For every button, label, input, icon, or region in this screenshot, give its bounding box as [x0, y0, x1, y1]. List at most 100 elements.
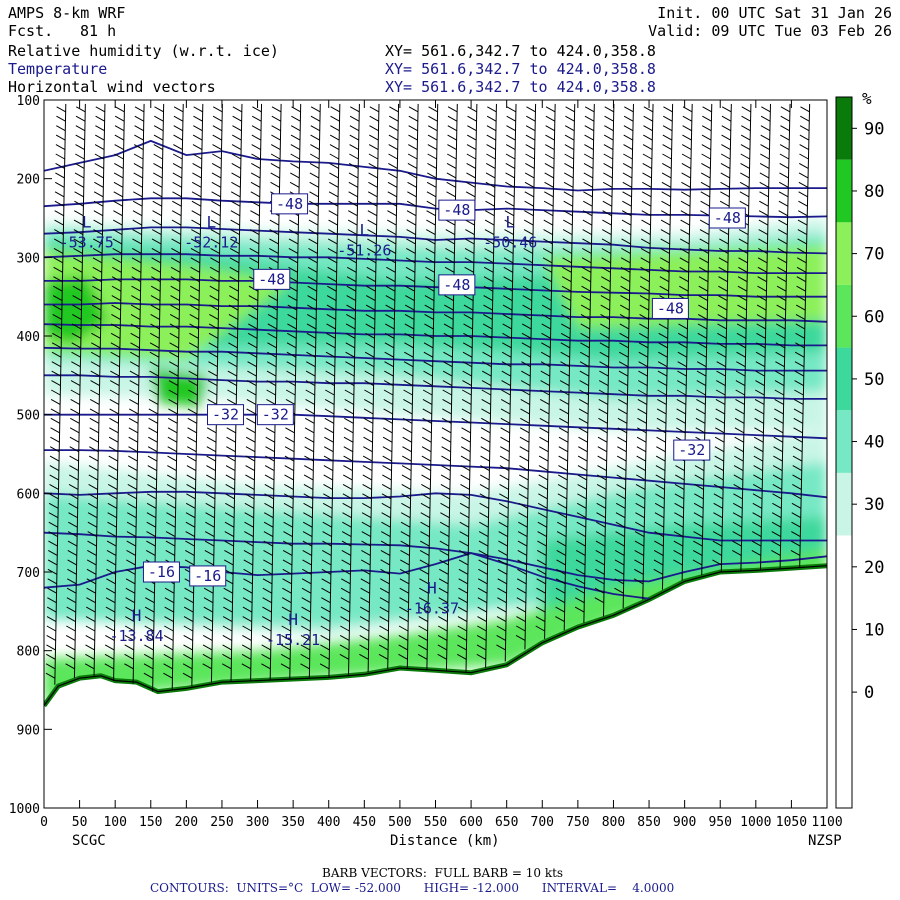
barb-tick: [634, 568, 644, 575]
barb-tick: [696, 380, 707, 386]
barb-tick: [163, 672, 173, 679]
barb-tick: [483, 304, 493, 311]
barb-tick: [539, 417, 550, 424]
barb-tick: [383, 399, 394, 405]
barb-tick: [54, 229, 64, 235]
barb-tick: [738, 266, 748, 273]
barb-tick: [639, 323, 649, 330]
forecast-label: Fcst.: [8, 22, 54, 40]
barb-tick: [281, 606, 292, 613]
contour-label-box: [708, 207, 746, 229]
barb-tick: [302, 531, 313, 538]
barb-tick: [676, 417, 686, 424]
barb-tick: [269, 247, 279, 254]
barb-tick: [417, 653, 428, 660]
barb-tick: [169, 351, 179, 358]
barb-tick: [635, 502, 645, 509]
barb-tick: [93, 210, 104, 217]
barb-tick: [230, 229, 240, 235]
barb-tick: [676, 399, 687, 405]
barb-tick: [380, 540, 391, 547]
barb-tick: [169, 342, 179, 349]
barb-tick: [87, 531, 97, 538]
barb-tick: [271, 106, 282, 113]
barb-tick: [106, 568, 116, 575]
barb-tick: [152, 181, 163, 188]
barb-tick: [713, 502, 723, 509]
barb-tick: [383, 408, 393, 415]
barb-tick: [241, 653, 252, 660]
barb-tick: [208, 323, 219, 330]
barb-tick: [228, 295, 239, 302]
barb-tick: [90, 370, 100, 377]
barb-tick: [523, 238, 534, 245]
barb-tick: [154, 115, 164, 122]
barb-tick: [427, 144, 438, 150]
barb-tick: [283, 531, 293, 538]
barb-tick: [48, 531, 58, 538]
barb-tick: [521, 323, 532, 330]
barb-tick: [505, 163, 516, 169]
barb-tick: [69, 455, 79, 462]
barb-tick: [385, 314, 395, 320]
barb-tick: [740, 153, 750, 160]
barb-tick: [328, 219, 338, 226]
barb-tick: [732, 512, 743, 519]
barb-tick: [246, 408, 256, 415]
barb-tick: [52, 314, 62, 320]
contour-label-box: [438, 274, 476, 296]
extremum-value: -15.21: [266, 631, 320, 649]
barb-tick: [604, 115, 614, 122]
barb-tick: [348, 210, 358, 217]
barb-tick: [427, 163, 437, 169]
barb-tick: [224, 540, 234, 547]
barb-tick: [466, 172, 476, 179]
barb-tick: [701, 163, 711, 169]
barb-tick: [424, 285, 435, 292]
extremum-value: -51.26: [337, 242, 391, 260]
barb-tick: [614, 550, 625, 556]
barb-tick: [112, 257, 122, 264]
barb-tick: [266, 399, 276, 405]
x-tick-label: 50: [72, 815, 88, 830]
barb-tick: [443, 323, 454, 330]
barb-tick: [660, 219, 671, 226]
barb-tick: [677, 361, 687, 368]
terrain-edge: [44, 565, 827, 707]
barb-tick: [152, 219, 162, 226]
barb-tick: [167, 436, 178, 443]
barb-tick: [580, 304, 591, 311]
barb-tick: [563, 181, 574, 188]
barb-tick: [599, 351, 609, 358]
barb-tick: [461, 399, 472, 405]
barb-tick: [207, 389, 218, 396]
barb-tick: [716, 380, 726, 386]
barb-tick: [70, 380, 81, 386]
barb-tick: [603, 172, 613, 179]
barb-tick: [753, 446, 764, 453]
barb-tick: [600, 295, 611, 302]
barb-tick: [165, 550, 175, 556]
barb-tick: [251, 153, 261, 160]
barb-tick: [697, 314, 708, 320]
barb-tick: [47, 578, 57, 585]
barb-tick: [93, 229, 103, 235]
barb-staff: [387, 103, 400, 669]
barb-tick: [271, 144, 281, 150]
barb-tick: [537, 531, 547, 538]
barb-tick: [55, 144, 66, 150]
barb-tick: [325, 361, 336, 368]
barb-tick: [620, 285, 630, 292]
barb-tick: [559, 389, 570, 396]
barb-tick: [795, 342, 805, 349]
barb-tick: [172, 163, 183, 169]
barb-tick: [362, 455, 373, 462]
barb-tick: [658, 323, 669, 330]
contour-label: -16: [194, 567, 221, 585]
barb-tick: [379, 616, 389, 622]
barb-tick: [752, 483, 763, 490]
barb-tick: [496, 644, 506, 651]
barb-tick: [289, 219, 299, 226]
barb-tick: [695, 408, 706, 415]
barb-tick: [779, 181, 789, 188]
